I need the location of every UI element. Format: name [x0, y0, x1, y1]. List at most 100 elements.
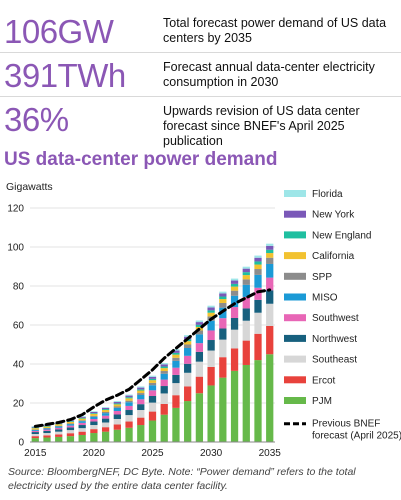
legend-swatch — [284, 334, 306, 342]
bar-segment — [219, 296, 227, 300]
legend: Florida New York New England California SPP M… — [284, 189, 401, 442]
legend-label: Ercot — [312, 375, 336, 386]
bar-segment — [184, 344, 192, 349]
bar-segment — [184, 341, 192, 345]
bar-segment — [66, 436, 75, 442]
bar-segment — [254, 333, 262, 361]
x-tick-label: 2035 — [259, 448, 282, 459]
x-tick-label: 2020 — [83, 448, 106, 459]
previous-forecast-line — [33, 288, 272, 428]
bar-segment — [113, 402, 121, 404]
legend-swatch — [284, 293, 306, 301]
bar-segment — [184, 355, 192, 364]
bar-segment — [160, 364, 168, 367]
bar-segment — [242, 340, 250, 365]
bar-segment — [184, 335, 192, 337]
legend-swatch — [284, 355, 306, 363]
bar-segment — [43, 430, 51, 434]
bar-segment — [101, 422, 110, 428]
bar-segment — [172, 354, 180, 358]
legend-label: Southwest — [312, 313, 359, 324]
bar-segment — [148, 382, 157, 386]
bar-segment — [172, 352, 180, 355]
source-note: Source: BloombergNEF, DC Byte. Note: “Po… — [8, 466, 356, 492]
bar-segment — [66, 421, 75, 422]
bar-segment — [160, 366, 168, 369]
bar-segment — [101, 410, 110, 412]
bar-segment — [43, 437, 51, 442]
legend-label: California — [312, 251, 355, 262]
bar-segment — [66, 433, 75, 437]
bar-segment — [254, 274, 262, 288]
bar-segment — [219, 318, 227, 329]
axes: Gigawatts 0 20 40 60 80 100 120 2015 2020 2025 2030… — [6, 181, 281, 459]
legend-label: Southeast — [312, 355, 357, 366]
bar-segment — [148, 378, 157, 381]
bar-segment — [125, 415, 133, 422]
stat-value: 106GW — [4, 13, 114, 50]
y-tick-label: 0 — [18, 438, 24, 449]
bar-segment — [242, 284, 250, 297]
bar-segment — [137, 395, 145, 400]
bar-segment — [160, 373, 168, 380]
bar-segment — [113, 406, 121, 408]
bar-segment — [266, 303, 274, 326]
bar-segment — [172, 349, 180, 351]
bar-segment — [137, 410, 145, 418]
bar-segment — [66, 424, 75, 426]
y-tick-label: 120 — [7, 204, 24, 215]
bar-segment — [160, 393, 168, 404]
bar-segment — [160, 403, 168, 415]
legend-swatch — [284, 231, 306, 239]
bar-segment — [125, 400, 133, 403]
bar-segment — [125, 410, 133, 416]
legend-swatch — [284, 252, 306, 260]
bar-segment — [101, 407, 110, 408]
stat-value: 391TWh — [4, 57, 126, 94]
bar-segment — [230, 295, 239, 308]
bar-segment — [160, 371, 168, 374]
bar-segment — [113, 414, 121, 419]
bar-segment — [242, 296, 250, 309]
bar-segment — [125, 395, 133, 398]
bar-segment — [254, 269, 262, 275]
bar-segment — [172, 360, 180, 368]
bar-segment — [78, 421, 86, 423]
y-tick-label: 100 — [7, 243, 24, 254]
bar-segment — [172, 374, 180, 384]
bar-segment — [31, 428, 39, 430]
bar-segment — [43, 426, 51, 427]
bar-segment — [31, 438, 39, 442]
bar-segment — [90, 413, 98, 416]
bar-segment — [113, 407, 121, 411]
bar-segment — [137, 404, 145, 411]
bar-segment — [90, 413, 98, 414]
bar-segment — [55, 429, 63, 432]
bar-segment — [148, 390, 157, 396]
bar-segment — [101, 413, 110, 416]
bar-segment — [113, 404, 121, 407]
bar-segment — [101, 411, 110, 414]
bar-segment — [43, 435, 51, 438]
bar-segment — [184, 386, 192, 402]
bar-segment — [266, 290, 274, 304]
bar-segment — [254, 287, 262, 300]
bar-segment — [66, 427, 75, 431]
bar-segment — [90, 429, 98, 434]
stat-description: Forecast annual data-center electricity … — [163, 60, 375, 89]
bar-segment — [242, 272, 250, 276]
bar-segment — [230, 286, 239, 291]
stacked-bar-chart: Gigawatts 0 20 40 60 80 100 120 2015 2020 2025 2030… — [6, 181, 401, 459]
bar-segment — [148, 411, 157, 421]
gridlines — [30, 207, 275, 443]
bar-segment — [172, 357, 180, 361]
bar-segment — [137, 387, 145, 390]
bar-segment — [207, 312, 215, 317]
bar-segment — [160, 368, 168, 372]
bar-segment — [90, 411, 98, 412]
bar-segment — [184, 348, 192, 356]
stat-description: Total forecast power demand of US data c… — [163, 16, 387, 45]
bar-segment — [125, 397, 133, 399]
bar-segment — [31, 436, 39, 439]
bar-segment — [195, 320, 204, 323]
